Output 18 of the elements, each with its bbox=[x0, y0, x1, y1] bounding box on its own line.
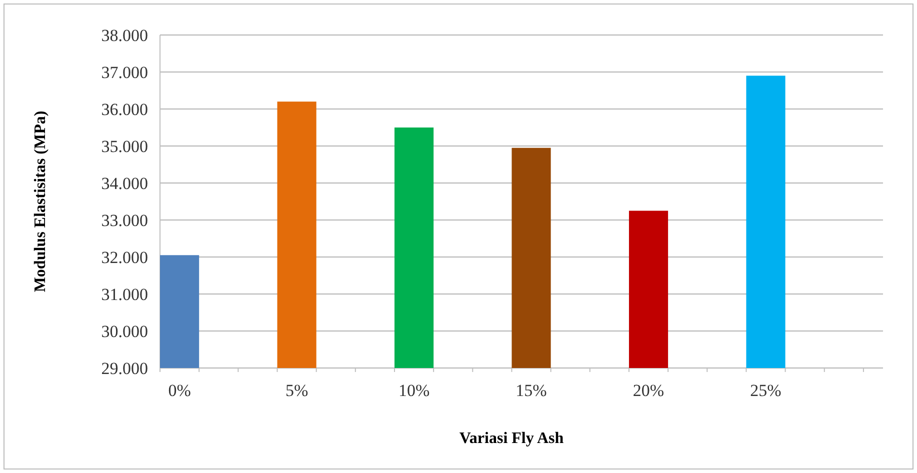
y-tick-label: 37.000 bbox=[101, 62, 148, 82]
y-tick-label: 31.000 bbox=[101, 284, 148, 304]
y-axis-title: Modulus Elastisitas (MPa) bbox=[32, 110, 49, 292]
x-tick-label: 20% bbox=[632, 381, 664, 400]
y-tick-label: 33.000 bbox=[101, 210, 148, 230]
x-tick-label: 5% bbox=[285, 381, 308, 400]
y-tick-label: 32.000 bbox=[101, 248, 148, 267]
y-tick-label: 35.000 bbox=[101, 136, 148, 156]
x-axis-title: Variasi Fly Ash bbox=[459, 430, 564, 447]
x-tick-label: 15% bbox=[516, 381, 547, 400]
x-tick-label: 25% bbox=[750, 381, 782, 400]
y-tick-label: 36.000 bbox=[101, 100, 148, 119]
y-tick-label: 30.000 bbox=[101, 322, 148, 341]
y-tick-label: 29.000 bbox=[101, 358, 148, 378]
y-tick-label: 38.000 bbox=[101, 26, 148, 45]
x-tick-label: 0% bbox=[168, 381, 191, 400]
y-tick-label: 34.000 bbox=[101, 174, 148, 193]
x-tick-label: 10% bbox=[398, 381, 430, 400]
